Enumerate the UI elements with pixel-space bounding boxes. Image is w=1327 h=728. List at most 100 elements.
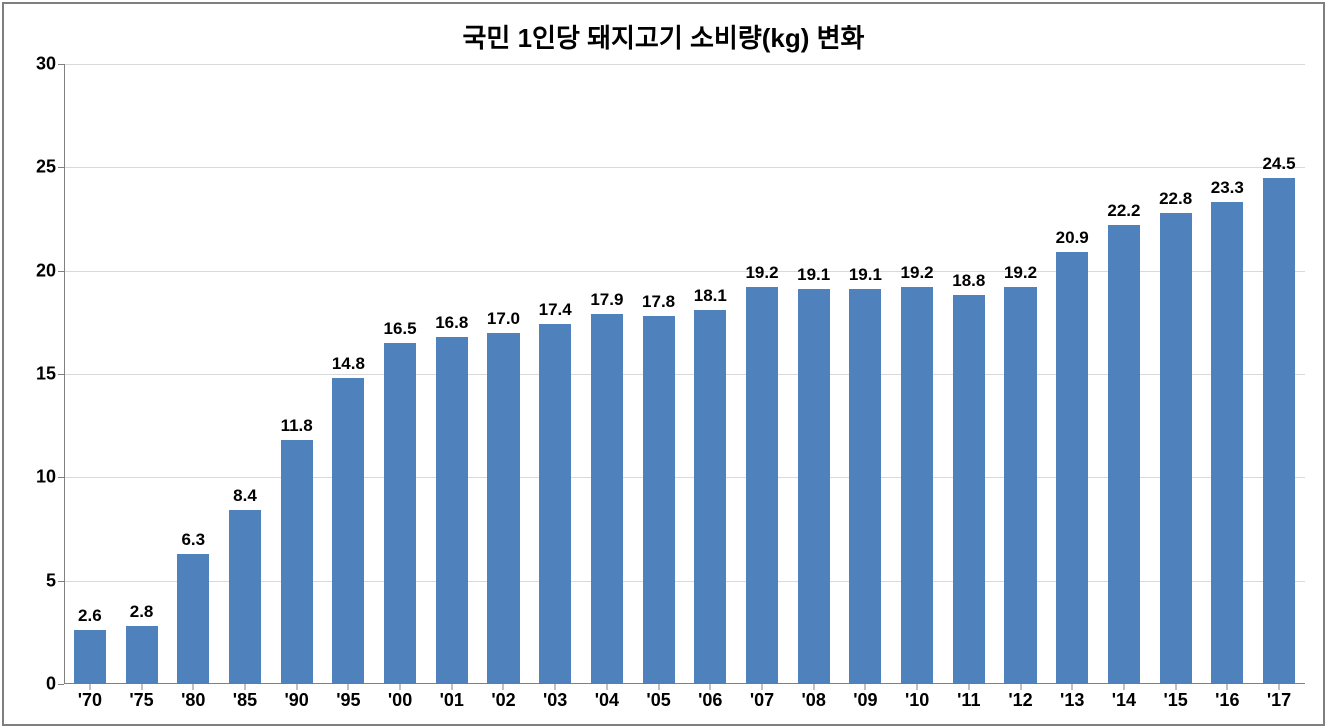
x-tick-mark <box>1020 684 1021 690</box>
plot-area: 0510152025302.6'702.8'756.3'808.4'8511.8… <box>64 64 1305 684</box>
bar <box>1263 178 1295 684</box>
bar-slot: 24.5'17 <box>1253 64 1305 684</box>
bar <box>1211 202 1243 684</box>
x-tick-mark <box>296 684 297 690</box>
x-tick-mark <box>348 684 349 690</box>
bar <box>384 343 416 684</box>
bar-value-label: 2.8 <box>130 602 154 622</box>
bar <box>487 333 519 684</box>
chart-title: 국민 1인당 돼지고기 소비량(kg) 변화 <box>4 4 1323 61</box>
x-tick-mark <box>761 684 762 690</box>
bar <box>332 378 364 684</box>
bar <box>281 440 313 684</box>
y-tick-mark <box>58 684 64 685</box>
bar-value-label: 17.0 <box>487 309 520 329</box>
bar-slot: 22.2'14 <box>1098 64 1150 684</box>
bar-value-label: 19.1 <box>849 265 882 285</box>
bar-slot: 20.9'13 <box>1046 64 1098 684</box>
bar-slot: 14.8'95 <box>323 64 375 684</box>
bar-value-label: 19.2 <box>745 263 778 283</box>
bar-slot: 19.2'12 <box>995 64 1047 684</box>
bar-value-label: 17.8 <box>642 292 675 312</box>
x-tick-mark <box>658 684 659 690</box>
bar-value-label: 11.8 <box>281 416 313 436</box>
bar-value-label: 20.9 <box>1056 228 1089 248</box>
bar-value-label: 14.8 <box>332 354 365 374</box>
bar-slot: 19.2'07 <box>736 64 788 684</box>
bar-value-label: 22.8 <box>1159 189 1192 209</box>
bar-value-label: 16.8 <box>435 313 468 333</box>
bar <box>1160 213 1192 684</box>
x-tick-mark <box>968 684 969 690</box>
bar <box>694 310 726 684</box>
bar <box>1108 225 1140 684</box>
bar <box>436 337 468 684</box>
bar-slot: 6.3'80 <box>167 64 219 684</box>
bar-value-label: 19.2 <box>901 263 934 283</box>
bar <box>126 626 158 684</box>
bar-slot: 2.8'75 <box>116 64 168 684</box>
bar-value-label: 8.4 <box>233 486 257 506</box>
bar-value-label: 6.3 <box>181 530 205 550</box>
bar <box>901 287 933 684</box>
bar-value-label: 18.1 <box>694 286 727 306</box>
x-tick-mark <box>1123 684 1124 690</box>
bar <box>953 295 985 684</box>
bar <box>177 554 209 684</box>
x-tick-mark <box>400 684 401 690</box>
bars-row: 2.6'702.8'756.3'808.4'8511.8'9014.8'9516… <box>64 64 1305 684</box>
bar <box>746 287 778 684</box>
bar-slot: 2.6'70 <box>64 64 116 684</box>
bar <box>1004 287 1036 684</box>
bar <box>798 289 830 684</box>
bar-slot: 8.4'85 <box>219 64 271 684</box>
bar-slot: 19.2'10 <box>891 64 943 684</box>
bar-value-label: 17.4 <box>539 300 572 320</box>
x-tick-mark <box>244 684 245 690</box>
bar <box>74 630 106 684</box>
x-tick-mark <box>1227 684 1228 690</box>
x-tick-mark <box>813 684 814 690</box>
x-tick-mark <box>865 684 866 690</box>
bar <box>229 510 261 684</box>
bar-value-label: 17.9 <box>590 290 623 310</box>
x-tick-mark <box>141 684 142 690</box>
bar <box>539 324 571 684</box>
bar-slot: 11.8'90 <box>271 64 323 684</box>
x-tick-mark <box>503 684 504 690</box>
bar <box>1056 252 1088 684</box>
x-tick-mark <box>917 684 918 690</box>
bar-slot: 18.8'11 <box>943 64 995 684</box>
bar-slot: 23.3'16 <box>1201 64 1253 684</box>
bar <box>591 314 623 684</box>
bar <box>643 316 675 684</box>
x-tick-mark <box>555 684 556 690</box>
bar-slot: 17.4'03 <box>529 64 581 684</box>
bar-value-label: 22.2 <box>1107 201 1140 221</box>
bar-value-label: 19.1 <box>797 265 830 285</box>
bar-slot: 16.5'00 <box>374 64 426 684</box>
chart-container: 국민 1인당 돼지고기 소비량(kg) 변화 0510152025302.6'7… <box>2 2 1325 726</box>
bar-slot: 17.8'05 <box>633 64 685 684</box>
bar-value-label: 16.5 <box>384 319 417 339</box>
bar-value-label: 2.6 <box>78 606 102 626</box>
bar-slot: 19.1'08 <box>788 64 840 684</box>
bar <box>849 289 881 684</box>
x-tick-mark <box>451 684 452 690</box>
x-tick-mark <box>89 684 90 690</box>
bar-value-label: 23.3 <box>1211 178 1244 198</box>
bar-slot: 17.9'04 <box>581 64 633 684</box>
x-tick-mark <box>1279 684 1280 690</box>
x-tick-mark <box>710 684 711 690</box>
bar-slot: 16.8'01 <box>426 64 478 684</box>
bar-slot: 22.8'15 <box>1150 64 1202 684</box>
x-tick-mark <box>1072 684 1073 690</box>
bar-value-label: 19.2 <box>1004 263 1037 283</box>
bar-slot: 18.1'06 <box>684 64 736 684</box>
bar-slot: 19.1'09 <box>840 64 892 684</box>
x-tick-mark <box>1175 684 1176 690</box>
bar-slot: 17.0'02 <box>478 64 530 684</box>
x-tick-mark <box>606 684 607 690</box>
x-tick-mark <box>193 684 194 690</box>
bar-value-label: 18.8 <box>952 271 985 291</box>
